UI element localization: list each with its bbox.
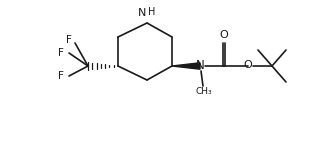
Text: CH₃: CH₃ [196, 87, 212, 96]
Text: O: O [220, 30, 228, 40]
Text: N: N [196, 58, 204, 71]
Text: F: F [58, 48, 64, 58]
Text: H: H [148, 7, 155, 17]
Text: N: N [138, 8, 146, 18]
Text: F: F [66, 35, 72, 45]
Text: O: O [244, 60, 252, 70]
Polygon shape [172, 63, 200, 69]
Text: F: F [58, 71, 64, 81]
